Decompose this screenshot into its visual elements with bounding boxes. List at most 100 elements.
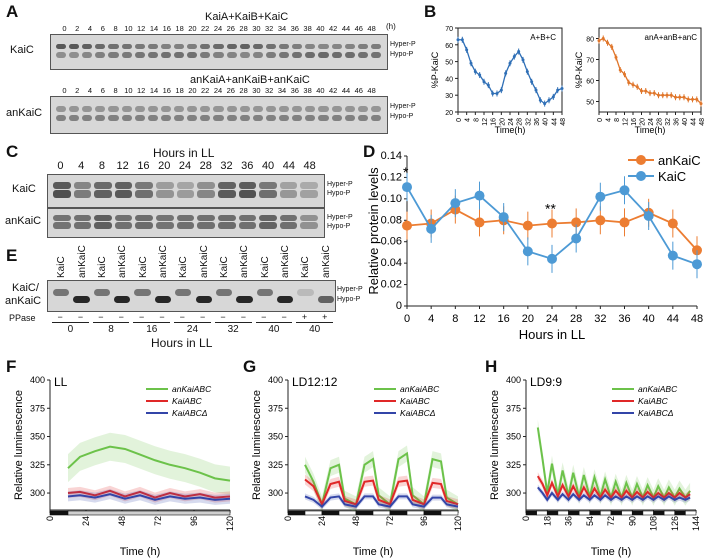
x-tick-label: 8 <box>614 118 621 122</box>
gel-band <box>252 106 263 112</box>
light-dark-bar <box>287 510 306 516</box>
gel-band <box>279 44 290 49</box>
lane-number: 42 <box>329 24 338 33</box>
data-point <box>669 93 673 97</box>
lane-number: 4 <box>87 86 93 95</box>
lane-number: 48 <box>303 160 316 172</box>
gel-band <box>238 222 257 229</box>
y-tick-label: 0.10 <box>381 193 402 205</box>
lane-number: 0 <box>57 160 64 172</box>
gel-band <box>154 296 172 303</box>
ppase-mark: − <box>57 312 63 322</box>
time-group-line <box>174 322 211 323</box>
panel-e-lane-label: anKaiC <box>76 245 88 278</box>
gel-band <box>344 52 355 58</box>
gel-band <box>135 222 154 229</box>
x-axis-label: Time (h) <box>120 546 161 558</box>
ppase-mark: − <box>281 312 287 322</box>
x-tick-label: 16 <box>498 313 510 325</box>
x-tick-label: 96 <box>189 516 199 526</box>
gel-band <box>252 52 263 58</box>
data-point <box>478 73 482 77</box>
data-point <box>606 41 609 45</box>
gel-band <box>265 115 277 121</box>
panel-e-lane-label: KaiC <box>259 256 271 278</box>
x-axis-label: Time(h) <box>495 125 526 135</box>
lane-number: 32 <box>265 86 274 95</box>
gel-band <box>94 190 112 198</box>
x-tick-label: 20 <box>640 118 647 126</box>
gel-band <box>108 52 119 58</box>
y-axis-label: Relative luminescence <box>13 390 25 500</box>
y-tick-label: 80 <box>586 37 594 44</box>
y-tick-label: 0 <box>396 300 402 312</box>
data-point <box>686 97 690 101</box>
gel-band <box>174 44 185 49</box>
gel-band <box>318 52 329 58</box>
gel-band <box>279 52 290 58</box>
gel-band <box>265 106 277 112</box>
time-group-line <box>52 322 89 323</box>
x-tick-label: 28 <box>570 313 582 325</box>
chart-g: 300 325 350 375 400 0 24 48 72 96 120 Time (h) Relat… <box>251 375 463 558</box>
gel-band <box>73 215 92 221</box>
light-dark-bar <box>674 510 686 516</box>
units-h-a1: (h) <box>386 22 396 31</box>
gel-band <box>95 52 106 58</box>
gel-band <box>239 106 250 112</box>
data-point <box>491 92 495 96</box>
y-axis-label: Relative protein levels <box>366 167 381 295</box>
data-point <box>508 61 512 65</box>
data-point <box>474 217 485 228</box>
y-tick-label: 0.12 <box>381 171 402 183</box>
gel-band <box>134 52 145 58</box>
x-tick-label: 144 <box>691 516 701 531</box>
data-point <box>525 70 529 74</box>
gel-band <box>292 44 303 49</box>
gel-band <box>94 222 112 229</box>
gel-band <box>300 190 318 198</box>
gel-band <box>53 222 71 229</box>
ppase-mark: − <box>220 312 226 322</box>
panel-label-f: F <box>6 357 17 376</box>
data-point <box>486 83 490 87</box>
legend-label: anKaiABC <box>172 384 212 394</box>
gel-band <box>357 115 368 121</box>
lane-number: 16 <box>162 24 171 33</box>
lane-number: 24 <box>213 86 223 95</box>
legend-label: anKaiABC <box>638 384 678 394</box>
time-group-line <box>255 322 293 323</box>
gel-band <box>114 215 133 221</box>
data-point <box>547 218 557 229</box>
gel1-hypo-label: Hypo-P <box>390 51 414 58</box>
y-axis-label: %P-KaiC <box>574 51 584 88</box>
lane-number: 44 <box>341 86 351 95</box>
x-tick-label: 20 <box>499 118 506 126</box>
gel-band <box>344 106 355 112</box>
panel-e-lane-label: anKaiC <box>320 245 332 278</box>
gel-band <box>252 115 263 121</box>
lane-number: 14 <box>149 86 159 95</box>
gel-band <box>357 44 368 49</box>
panel-label-b: B <box>424 2 437 21</box>
y-tick-label: 50 <box>586 100 594 107</box>
y-tick-label: 0.14 <box>381 150 402 162</box>
gel-band <box>174 115 185 121</box>
data-point <box>473 70 477 74</box>
gel-band <box>239 44 250 49</box>
data-point <box>614 55 618 59</box>
ppase-mark: − <box>118 312 124 322</box>
ppase-mark: − <box>159 312 165 322</box>
gel-band <box>279 190 298 198</box>
light-dark-bar <box>304 510 323 516</box>
data-point <box>402 220 412 231</box>
light-dark-bar <box>440 510 459 516</box>
data-point <box>635 85 639 89</box>
panel-e-lane-label: KaiC <box>300 256 312 278</box>
gel-band <box>357 52 368 58</box>
gel-band <box>160 106 172 112</box>
x-tick-label: 90 <box>627 516 637 526</box>
lane-number: 12 <box>137 24 146 33</box>
panel-e-lane-label: KaiC <box>178 256 190 278</box>
panel-e-lane-labels: KaiC anKaiC KaiC anKaiC KaiC anKaiC KaiC anKaiC… <box>50 245 335 278</box>
